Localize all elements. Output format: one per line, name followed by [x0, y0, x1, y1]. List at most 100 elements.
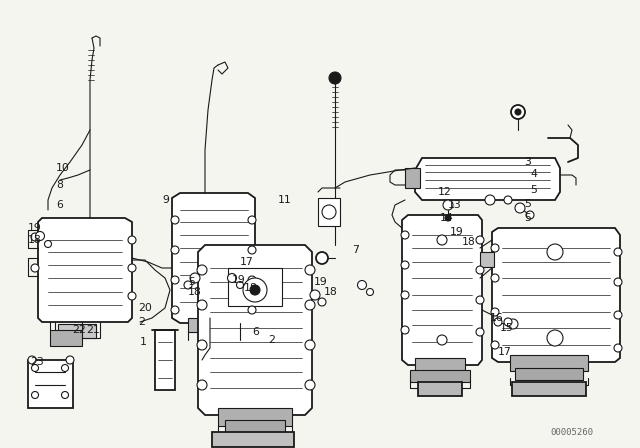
Circle shape	[401, 326, 409, 334]
Bar	[28, 360, 73, 408]
Bar	[512, 382, 586, 396]
Bar	[418, 382, 462, 396]
Text: 22: 22	[72, 325, 86, 335]
Circle shape	[31, 264, 39, 272]
Circle shape	[248, 276, 256, 284]
Circle shape	[197, 380, 207, 390]
Bar	[318, 198, 340, 226]
Text: 19: 19	[232, 275, 246, 285]
Bar	[515, 368, 583, 380]
Text: 2: 2	[268, 335, 275, 345]
Circle shape	[547, 330, 563, 346]
Polygon shape	[38, 218, 132, 322]
Circle shape	[443, 200, 453, 210]
Circle shape	[305, 265, 315, 275]
Text: 23: 23	[30, 357, 44, 367]
Text: 18: 18	[462, 237, 476, 247]
Circle shape	[31, 365, 38, 371]
Text: 6: 6	[252, 327, 259, 337]
Circle shape	[322, 205, 336, 219]
Text: 16: 16	[490, 313, 504, 323]
Circle shape	[197, 340, 207, 350]
Text: 19: 19	[450, 227, 464, 237]
Bar	[58, 324, 96, 338]
Circle shape	[491, 274, 499, 282]
Text: 19: 19	[314, 277, 328, 287]
Text: 9: 9	[162, 195, 169, 205]
Circle shape	[227, 273, 237, 283]
Text: 5: 5	[524, 213, 531, 223]
Polygon shape	[492, 228, 620, 362]
Circle shape	[171, 246, 179, 254]
Text: 13: 13	[448, 200, 461, 210]
Text: 7: 7	[352, 245, 359, 255]
Text: 5: 5	[530, 185, 537, 195]
Text: 8: 8	[56, 180, 63, 190]
Circle shape	[171, 306, 179, 314]
Circle shape	[476, 236, 484, 244]
Circle shape	[358, 280, 367, 289]
Circle shape	[184, 281, 192, 289]
Bar	[410, 370, 470, 382]
Circle shape	[491, 308, 499, 316]
Circle shape	[367, 289, 374, 296]
Circle shape	[171, 276, 179, 284]
Polygon shape	[198, 245, 312, 415]
Bar	[262, 257, 276, 275]
Circle shape	[401, 261, 409, 269]
Circle shape	[485, 195, 495, 205]
Circle shape	[248, 216, 256, 224]
Circle shape	[197, 300, 207, 310]
Circle shape	[248, 246, 256, 254]
Text: 5: 5	[188, 277, 195, 287]
Circle shape	[128, 236, 136, 244]
Circle shape	[243, 278, 267, 302]
Circle shape	[614, 344, 622, 352]
Text: 21: 21	[86, 325, 100, 335]
Circle shape	[515, 109, 521, 115]
Text: 20: 20	[138, 303, 152, 313]
Circle shape	[511, 105, 525, 119]
Circle shape	[61, 392, 68, 399]
Bar	[218, 408, 292, 426]
Circle shape	[476, 296, 484, 304]
Circle shape	[476, 266, 484, 274]
Circle shape	[491, 341, 499, 349]
Circle shape	[128, 264, 136, 272]
Bar	[228, 268, 282, 306]
Text: 00005260: 00005260	[550, 427, 593, 436]
Circle shape	[248, 306, 256, 314]
Bar	[225, 420, 285, 434]
Bar	[212, 432, 294, 447]
Bar	[155, 330, 175, 390]
Text: 1: 1	[140, 337, 147, 347]
Circle shape	[504, 196, 512, 204]
Circle shape	[250, 285, 260, 295]
Bar	[405, 168, 420, 188]
Circle shape	[305, 340, 315, 350]
Circle shape	[508, 319, 518, 329]
Circle shape	[614, 248, 622, 256]
Circle shape	[197, 265, 207, 275]
Text: 10: 10	[56, 163, 70, 173]
Circle shape	[504, 318, 512, 326]
Circle shape	[401, 231, 409, 239]
Text: 4: 4	[530, 169, 537, 179]
Circle shape	[318, 298, 326, 306]
Text: 11: 11	[278, 195, 292, 205]
Bar	[415, 358, 465, 374]
Circle shape	[491, 244, 499, 252]
Circle shape	[45, 241, 51, 247]
Circle shape	[614, 278, 622, 286]
Circle shape	[31, 233, 39, 241]
Text: 5: 5	[524, 199, 531, 209]
Bar	[510, 355, 588, 371]
Bar	[188, 318, 236, 332]
Circle shape	[526, 211, 534, 219]
Circle shape	[547, 244, 563, 260]
Circle shape	[614, 311, 622, 319]
Circle shape	[515, 203, 525, 213]
Circle shape	[31, 392, 38, 399]
Text: 18: 18	[188, 287, 202, 297]
Text: 17: 17	[240, 257, 253, 267]
